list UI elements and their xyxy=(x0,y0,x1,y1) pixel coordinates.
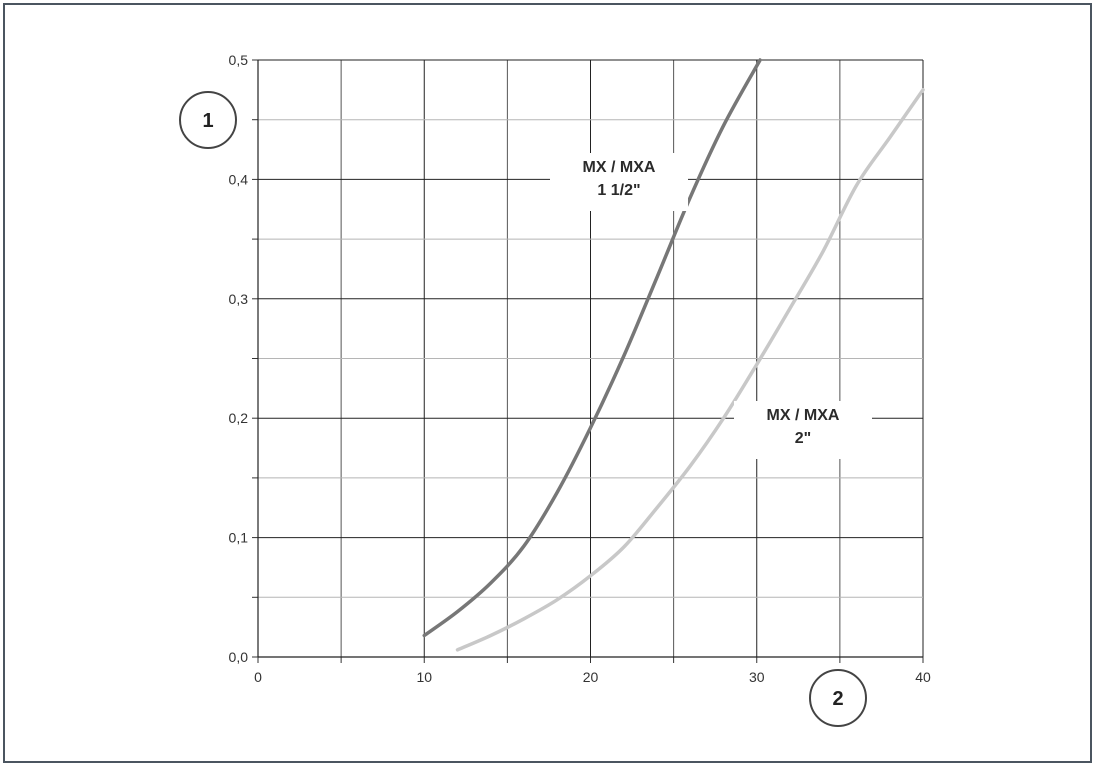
y-axis-badge-circle xyxy=(179,91,237,149)
y-axis-badge-label: 1 xyxy=(202,110,213,132)
y-tick-label: 0,3 xyxy=(229,291,249,307)
x-tick-label: 10 xyxy=(416,669,432,685)
x-tick-label: 20 xyxy=(583,669,599,685)
series-line-2 xyxy=(455,88,925,652)
y-tick-label: 0,5 xyxy=(229,52,249,68)
curve-label-line1: MX / MXA xyxy=(767,407,840,424)
curve-labels: MX / MXA 1 1/2" MX / MXA 2" xyxy=(550,153,872,459)
series-line-1-1-2 xyxy=(422,58,762,638)
grid xyxy=(252,59,924,663)
x-axis-badge-circle xyxy=(809,669,867,727)
y-tick-label: 0,4 xyxy=(229,171,249,187)
axis-badges: 12 xyxy=(179,91,867,727)
curve-label-line2: 2" xyxy=(795,430,811,447)
x-axis-badge-label: 2 xyxy=(832,688,843,710)
y-tick-label: 0,0 xyxy=(229,649,249,665)
curve-label-bg xyxy=(734,401,872,459)
curve-label-line2: 1 1/2" xyxy=(597,182,640,199)
series-layer xyxy=(422,58,925,652)
x-tick-label: 30 xyxy=(749,669,765,685)
y-tick-label: 0,1 xyxy=(229,530,249,546)
curve-label-bg xyxy=(550,153,688,211)
tick-labels: 0 10 20 30 40 0,0 0,1 0,2 0,3 0,4 0,5 xyxy=(229,52,931,685)
curve-label-line1: MX / MXA xyxy=(583,159,656,176)
y-tick-label: 0,2 xyxy=(229,410,249,426)
x-tick-label: 40 xyxy=(915,669,931,685)
x-tick-label: 0 xyxy=(254,669,262,685)
